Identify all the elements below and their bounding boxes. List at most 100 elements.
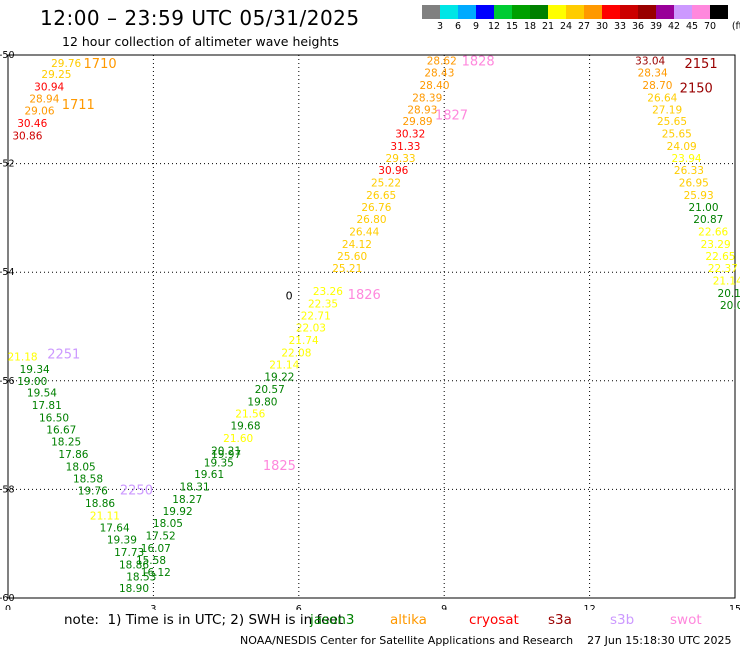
data-point-label: 21.14: [269, 360, 299, 372]
data-point-label: 28.93: [407, 104, 437, 116]
track-time-label: 1827: [435, 109, 468, 124]
data-point-label: 30.46: [17, 118, 47, 130]
data-point-label: 30.32: [395, 129, 425, 141]
legend-swatch: [638, 5, 656, 19]
data-point-label: 15.58: [136, 555, 166, 567]
legend-tick-label: 3: [436, 21, 444, 32]
data-point-label: 17.73: [114, 547, 144, 559]
data-point-label: 18.27: [172, 494, 202, 506]
data-point-label: 19.22: [264, 371, 294, 383]
legend-swatch: [602, 5, 620, 19]
data-point-label: 28.40: [419, 80, 449, 92]
data-point-label: 22.37: [708, 263, 738, 275]
data-point-label: 21.18: [8, 351, 38, 363]
data-point-label: 18.25: [51, 437, 81, 449]
legend-tick-label: 24: [559, 21, 573, 32]
legend-swatch: [692, 5, 710, 19]
satellite-label-altika: altika: [390, 612, 427, 628]
legend-swatch: [656, 5, 674, 19]
satellite-label-swot: swot: [670, 612, 702, 628]
data-point-label: 22.35: [308, 299, 338, 311]
legend-swatch: [458, 5, 476, 19]
legend-swatch: [530, 5, 548, 19]
data-point-label: 26.76: [361, 202, 391, 214]
y-tick-label: -56: [0, 376, 15, 387]
legend-swatch: [620, 5, 638, 19]
data-point-label: 27.19: [652, 104, 682, 116]
data-point-label: 22.08: [281, 348, 311, 360]
track-time-label: 2151: [685, 57, 718, 72]
data-point-label: 22.03: [296, 323, 326, 335]
data-point-label: 23.29: [701, 239, 731, 251]
legend-unit-label: (ft): [731, 21, 740, 32]
data-point-label: 16.67: [46, 425, 76, 437]
plot-frame: [7, 54, 736, 599]
legend-tick-label: 21: [541, 21, 555, 32]
y-tick-label: -52: [0, 159, 15, 170]
x-tick-label: 9: [441, 604, 447, 610]
data-point-label: 18.86: [85, 498, 115, 510]
data-point-label: 30.86: [12, 130, 42, 142]
data-point-label: 21.11: [90, 510, 120, 522]
track-time-label: 1826: [348, 288, 381, 303]
legend-swatch: [710, 5, 728, 19]
data-point-label: 29.25: [41, 69, 71, 81]
data-point-label: 29.33: [386, 153, 416, 165]
track-time-label: 1828: [462, 54, 495, 69]
data-point-label: 31.33: [390, 141, 420, 153]
x-tick-label: 12: [584, 604, 596, 610]
data-point-label: 28.70: [642, 80, 672, 92]
data-point-label: 20.06: [720, 300, 740, 312]
legend-tick-label: 70: [703, 21, 717, 32]
satellite-label-cryosat: cryosat: [469, 612, 519, 628]
track-time-label: 2150: [680, 82, 713, 97]
legend-tick-label: 39: [649, 21, 663, 32]
legend-swatch: [476, 5, 494, 19]
x-tick-label: 6: [296, 604, 302, 610]
track-time-label: 2250: [120, 483, 153, 498]
legend-tick-label: 27: [577, 21, 591, 32]
legend-tick-label: 9: [472, 21, 480, 32]
data-point-label: 19.68: [230, 420, 260, 432]
data-point-label: 17.64: [100, 522, 130, 534]
legend-tick-label: 45: [685, 21, 699, 32]
data-point-label: 21.74: [289, 335, 319, 347]
data-point-label: 28.62: [427, 55, 457, 67]
data-point-label: 17.86: [58, 449, 88, 461]
legend-swatch: [494, 5, 512, 19]
data-point-label: 25.22: [371, 178, 401, 190]
legend-swatch: [584, 5, 602, 19]
legend-swatch: [674, 5, 692, 19]
legend-swatch: [548, 5, 566, 19]
data-point-label: 19.92: [163, 506, 193, 518]
data-point-label: 20.87: [693, 214, 723, 226]
data-point-label: 16.12: [141, 567, 171, 579]
satellite-label-s3b: s3b: [610, 612, 635, 628]
track-time-label: 1710: [84, 57, 117, 72]
legend-tick-label: 33: [613, 21, 627, 32]
chart-subtitle: 12 hour collection of altimeter wave hei…: [62, 34, 339, 49]
data-point-label: 22.71: [301, 311, 331, 323]
data-point-label: 25.21: [332, 263, 362, 275]
data-point-label: 18.05: [66, 462, 96, 474]
data-point-label: 25.65: [662, 129, 692, 141]
data-point-label: 17.52: [146, 531, 176, 543]
data-point-label: 21.00: [688, 202, 718, 214]
legend-tick-label: 6: [454, 21, 462, 32]
data-point-label: 28.34: [638, 67, 668, 79]
track-time-label: 2251: [47, 348, 80, 363]
data-point-label: 17.81: [32, 400, 62, 412]
legend-swatch: [566, 5, 584, 19]
data-point-label: 19.76: [78, 485, 108, 497]
data-point-label: 22.65: [705, 251, 735, 263]
data-point-label: 29.06: [24, 105, 54, 117]
altimeter-chart: 0 3 6 9 12 15-50-52-54-56-58-60029.7629.2530.…: [0, 50, 740, 610]
data-point-label: 23.26: [313, 286, 343, 298]
data-point-label: 33.04: [635, 55, 665, 67]
data-point-label: 26.95: [679, 178, 709, 190]
y-tick-label: -60: [0, 593, 15, 604]
footer-note: note: 1) Time is in UTC; 2) SWH is in fe…: [64, 612, 344, 628]
data-point-label: 22.66: [698, 226, 728, 238]
data-point-label: 18.58: [73, 474, 103, 486]
y-tick-label: -54: [0, 267, 15, 278]
